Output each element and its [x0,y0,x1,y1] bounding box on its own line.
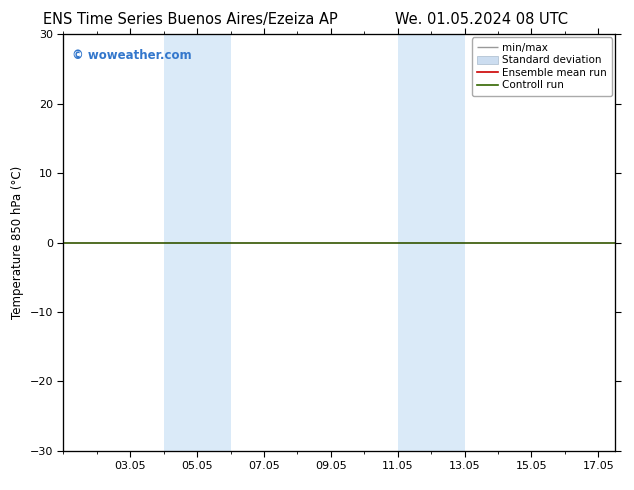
Text: © woweather.com: © woweather.com [72,49,191,62]
Y-axis label: Temperature 850 hPa (°C): Temperature 850 hPa (°C) [11,166,24,319]
Legend: min/max, Standard deviation, Ensemble mean run, Controll run: min/max, Standard deviation, Ensemble me… [472,37,612,96]
Bar [398,34,465,451]
Text: We. 01.05.2024 08 UTC: We. 01.05.2024 08 UTC [396,12,568,27]
Bar [164,34,231,451]
Text: ENS Time Series Buenos Aires/Ezeiza AP: ENS Time Series Buenos Aires/Ezeiza AP [43,12,337,27]
